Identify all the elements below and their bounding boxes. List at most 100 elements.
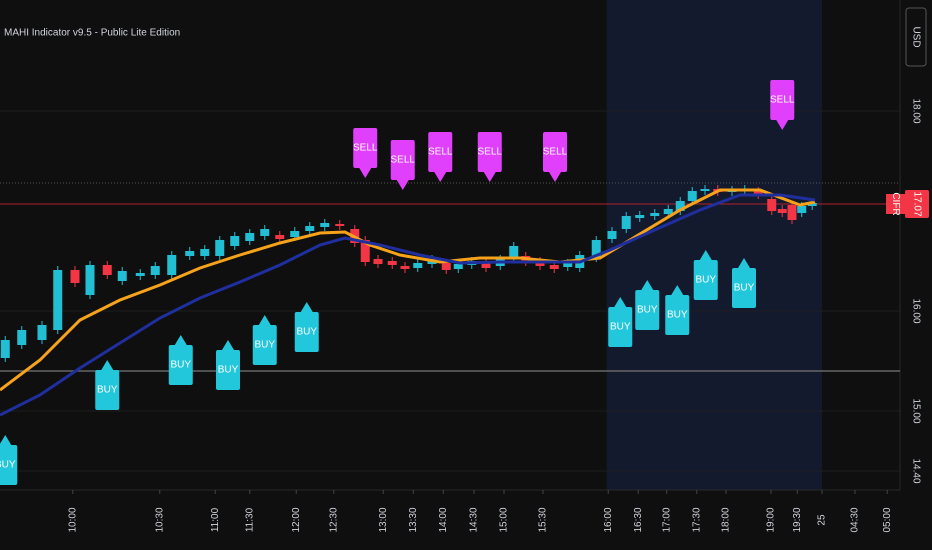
- last-price-box: [905, 190, 929, 218]
- signal-pointer: [396, 180, 409, 190]
- candle-body: [753, 191, 763, 195]
- candle-body: [481, 263, 491, 268]
- chart-title: MAHI Indicator v9.5 - Public Lite Editio…: [4, 28, 180, 39]
- moving-average: [0, 188, 816, 392]
- candle-body: [607, 231, 617, 239]
- candle-body: [400, 266, 410, 269]
- x-tick-label: 11:30: [244, 507, 255, 532]
- candle-body: [413, 263, 423, 268]
- candle-body: [230, 236, 240, 246]
- signal-pointer: [0, 435, 12, 445]
- candle-body: [167, 255, 177, 275]
- signal: BUY: [732, 258, 756, 308]
- candle-body: [509, 246, 519, 257]
- candle-body: [335, 224, 345, 226]
- y-tick-label: 15.00: [910, 398, 921, 423]
- signal-label: SELL: [543, 147, 568, 158]
- x-tick-label: 05:00: [882, 507, 893, 532]
- candle-body: [777, 209, 787, 213]
- signal-box: [390, 140, 415, 180]
- x-tick-label: 12:00: [291, 507, 302, 532]
- x-tick-label: 16:30: [633, 507, 644, 532]
- candle-body: [53, 270, 63, 330]
- signal-label: BUY: [296, 327, 317, 338]
- x-tick-label: 17:00: [661, 507, 672, 532]
- signal: SELL: [353, 128, 378, 178]
- signal-pointer: [434, 172, 447, 182]
- signal-box: [770, 80, 795, 120]
- x-tick-label: 18:00: [721, 507, 732, 532]
- signal-box: [216, 350, 240, 390]
- candle-body: [767, 199, 777, 211]
- signal-box: [732, 268, 756, 308]
- signal-label: SELL: [391, 155, 416, 166]
- candle-body: [185, 251, 195, 256]
- signal-box: [693, 260, 718, 300]
- signal-label: BUY: [610, 322, 631, 333]
- signal: SELL: [543, 132, 568, 182]
- candle-body: [0, 340, 10, 358]
- candle-body: [687, 191, 697, 201]
- currency-box[interactable]: [905, 7, 927, 67]
- signal: BUY: [95, 360, 120, 410]
- x-tick-label: 17:30: [691, 507, 702, 532]
- signal-pointer: [258, 315, 271, 325]
- candle-body: [453, 264, 463, 269]
- signal-box: [477, 132, 502, 172]
- signal-pointer: [359, 168, 372, 178]
- candle-body: [150, 266, 160, 275]
- y-tick-label: 14.40: [910, 458, 921, 483]
- x-tick-label: 19:30: [792, 507, 803, 532]
- signal-pointer: [671, 285, 684, 295]
- candle-body: [245, 233, 255, 241]
- symbol-label: CIFR: [890, 192, 901, 215]
- candle-body: [260, 229, 270, 236]
- candle-body: [441, 263, 451, 270]
- x-tick-label: 14:00: [438, 507, 449, 532]
- signal-label: BUY: [170, 360, 191, 371]
- signal-pointer: [614, 297, 627, 307]
- signal-box: [294, 312, 319, 352]
- signal-pointer: [699, 250, 712, 260]
- signal-label: BUY: [218, 365, 239, 376]
- candle-body: [807, 203, 817, 206]
- candle-body: [290, 231, 300, 237]
- signal: BUY: [0, 435, 18, 485]
- x-tick-label: 25: [817, 514, 828, 526]
- candle-body: [305, 226, 315, 231]
- signal-label: BUY: [734, 283, 755, 294]
- signal: BUY: [635, 280, 660, 330]
- currency[interactable]: USD: [910, 26, 921, 47]
- signal-box: [428, 132, 453, 172]
- signal-label: BUY: [0, 460, 16, 471]
- candle-body: [275, 235, 285, 239]
- x-tick-label: 10:00: [67, 507, 78, 532]
- signal-label: SELL: [478, 147, 503, 158]
- x-tick-label: 16:00: [603, 507, 614, 532]
- x-tick-label: 15:30: [538, 507, 549, 532]
- signal: SELL: [477, 132, 503, 182]
- x-tick-label: 13:00: [378, 507, 389, 532]
- candle-body: [200, 249, 210, 256]
- candle-body: [563, 263, 573, 267]
- candle-body: [37, 325, 47, 340]
- candle-body: [70, 270, 80, 283]
- signal-box: [665, 295, 690, 335]
- signal-box: [0, 445, 18, 485]
- signal-pointer: [549, 172, 561, 182]
- signal: BUY: [608, 297, 633, 347]
- signal-box: [353, 128, 378, 168]
- x-tick-label: 10:30: [154, 507, 165, 532]
- x-tick-label: 15:00: [499, 507, 510, 532]
- signal: SELL: [390, 140, 416, 190]
- candle-body: [549, 265, 559, 269]
- candle-body: [17, 330, 27, 345]
- candle-body: [102, 265, 112, 275]
- last-price-label: 17.07: [911, 191, 922, 216]
- x-tick-label: 19:00: [766, 507, 777, 532]
- signal-label: BUY: [637, 305, 658, 316]
- signal: SELL: [428, 132, 453, 182]
- y-tick-label: 16.00: [910, 298, 921, 323]
- y-tick-label: 18.00: [910, 98, 921, 123]
